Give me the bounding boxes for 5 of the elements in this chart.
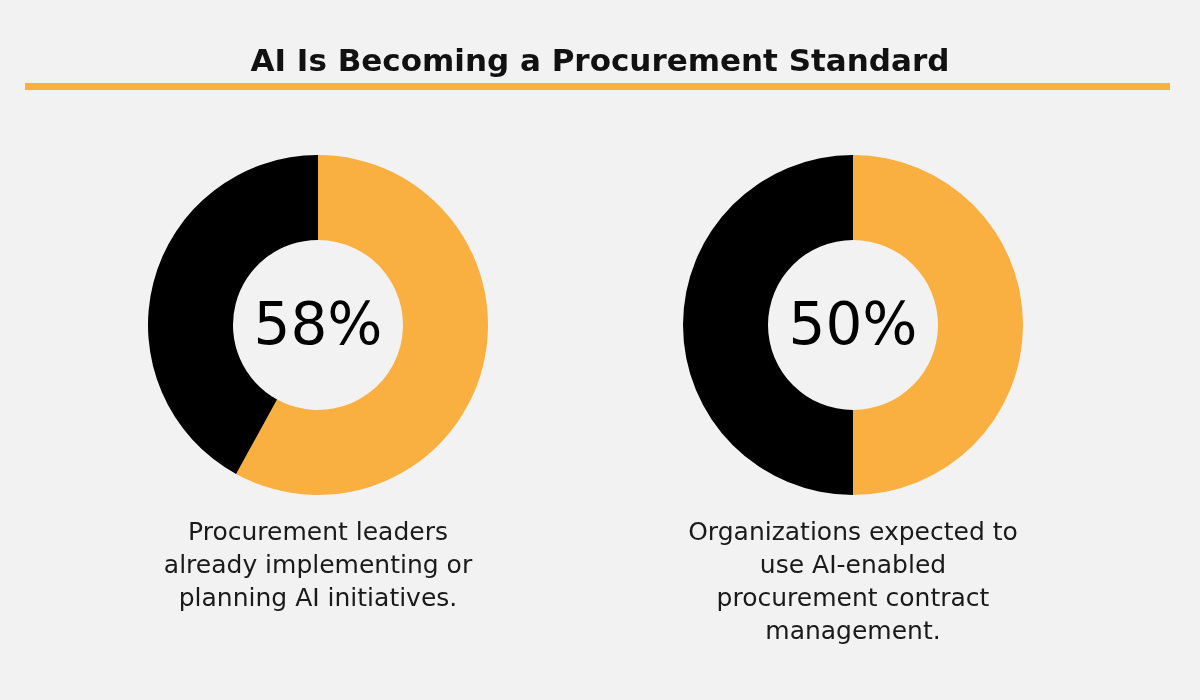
data-label: 58%	[253, 290, 383, 359]
text: AI Is Becoming a Procurement Standard	[249, 41, 951, 80]
text: Organizations expected to use AI-enabled procurement contract management.	[687, 516, 1019, 647]
data-label: 50%	[788, 290, 918, 359]
text: Procurement leaders already implementing or planning AI initiatives.	[162, 516, 474, 614]
